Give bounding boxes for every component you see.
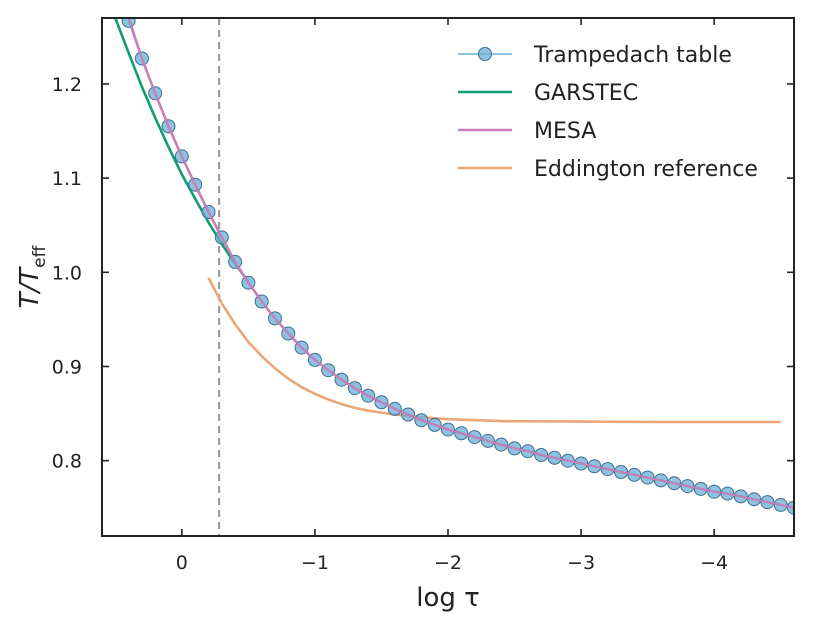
y-axis-label-main: T/T bbox=[15, 266, 45, 309]
y-tick-label: 1.1 bbox=[52, 168, 82, 190]
series-layer bbox=[114, 18, 814, 517]
series-line-mesa-overlay bbox=[127, 18, 794, 509]
x-tick-label: −4 bbox=[700, 552, 728, 574]
series-line-garstec bbox=[114, 18, 250, 283]
series-line-trampedach-table bbox=[127, 20, 794, 509]
x-tick-label: −2 bbox=[434, 552, 462, 574]
y-tick-label: 1.2 bbox=[52, 74, 82, 96]
y-tick-label: 0.9 bbox=[52, 356, 82, 378]
x-axis-title: log τ bbox=[416, 583, 480, 613]
x-axis-label: log τ bbox=[416, 583, 480, 613]
series-line-eddington-reference bbox=[207, 277, 781, 424]
ticks-layer: 0 −1 −2 −3 −4 0.8 0.9 1.0 1.1 1.2 bbox=[52, 18, 794, 574]
x-tick-label: −1 bbox=[301, 552, 329, 574]
legend-label-garstec: GARSTEC bbox=[534, 81, 638, 106]
plot-frame bbox=[101, 17, 795, 537]
legend-label-mesa: MESA bbox=[534, 119, 596, 144]
legend-label-trampedach-table: Trampedach table bbox=[533, 43, 732, 68]
legend-marker-trampedach-table bbox=[478, 47, 492, 61]
y-tick-label: 0.8 bbox=[52, 451, 82, 473]
y-axis-label-sub: eff bbox=[30, 244, 50, 267]
y-axis-title: T/Teff bbox=[15, 244, 50, 308]
legend-label-eddington-reference: Eddington reference bbox=[534, 157, 758, 182]
x-tick-label: 0 bbox=[176, 552, 188, 574]
x-tick-label: −3 bbox=[567, 552, 595, 574]
legend: Trampedach table GARSTEC MESA Eddington ref… bbox=[458, 43, 758, 182]
trampedach-point-51 bbox=[801, 504, 814, 517]
y-tick-label: 1.0 bbox=[52, 262, 82, 284]
y-axis-label: T/Teff bbox=[15, 244, 50, 308]
